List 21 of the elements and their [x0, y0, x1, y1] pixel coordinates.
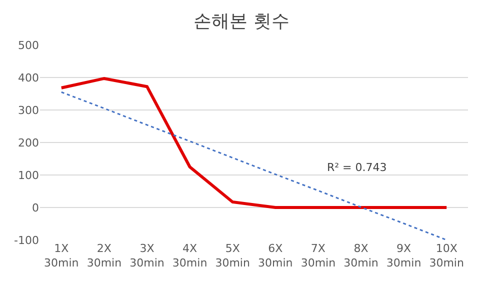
y-tick-label: 300: [18, 104, 39, 117]
y-tick-label: 500: [18, 38, 39, 52]
chart-title: 손해본 횟수: [194, 11, 290, 32]
x-tick-label: 1X 30min: [44, 242, 79, 270]
x-tick-label: 10X 30min: [429, 242, 464, 270]
annotation: R² = 0.743: [327, 161, 387, 174]
x-tick-label: 4X 30min: [172, 242, 208, 270]
line-series: [60, 91, 448, 240]
x-tick-label: 3X 30min: [130, 242, 164, 270]
y-tick-label: 200: [18, 136, 39, 150]
x-tick-label: 7X 30min: [300, 242, 336, 270]
x-tick-label: 2X 30min: [86, 242, 122, 270]
y-tick-label: 100: [18, 168, 39, 182]
x-tick-label: 9X 30min: [386, 242, 422, 270]
x-tick-label: 8X 30min: [344, 242, 378, 270]
x-tick-label: 6X 30min: [258, 242, 293, 270]
y-tick-label: 0: [32, 201, 39, 214]
line-series: [60, 76, 448, 209]
x-tick-label: 5X 30min: [215, 242, 250, 270]
y-tick-label: 400: [18, 71, 39, 84]
y-tick-label: -100: [14, 234, 39, 247]
